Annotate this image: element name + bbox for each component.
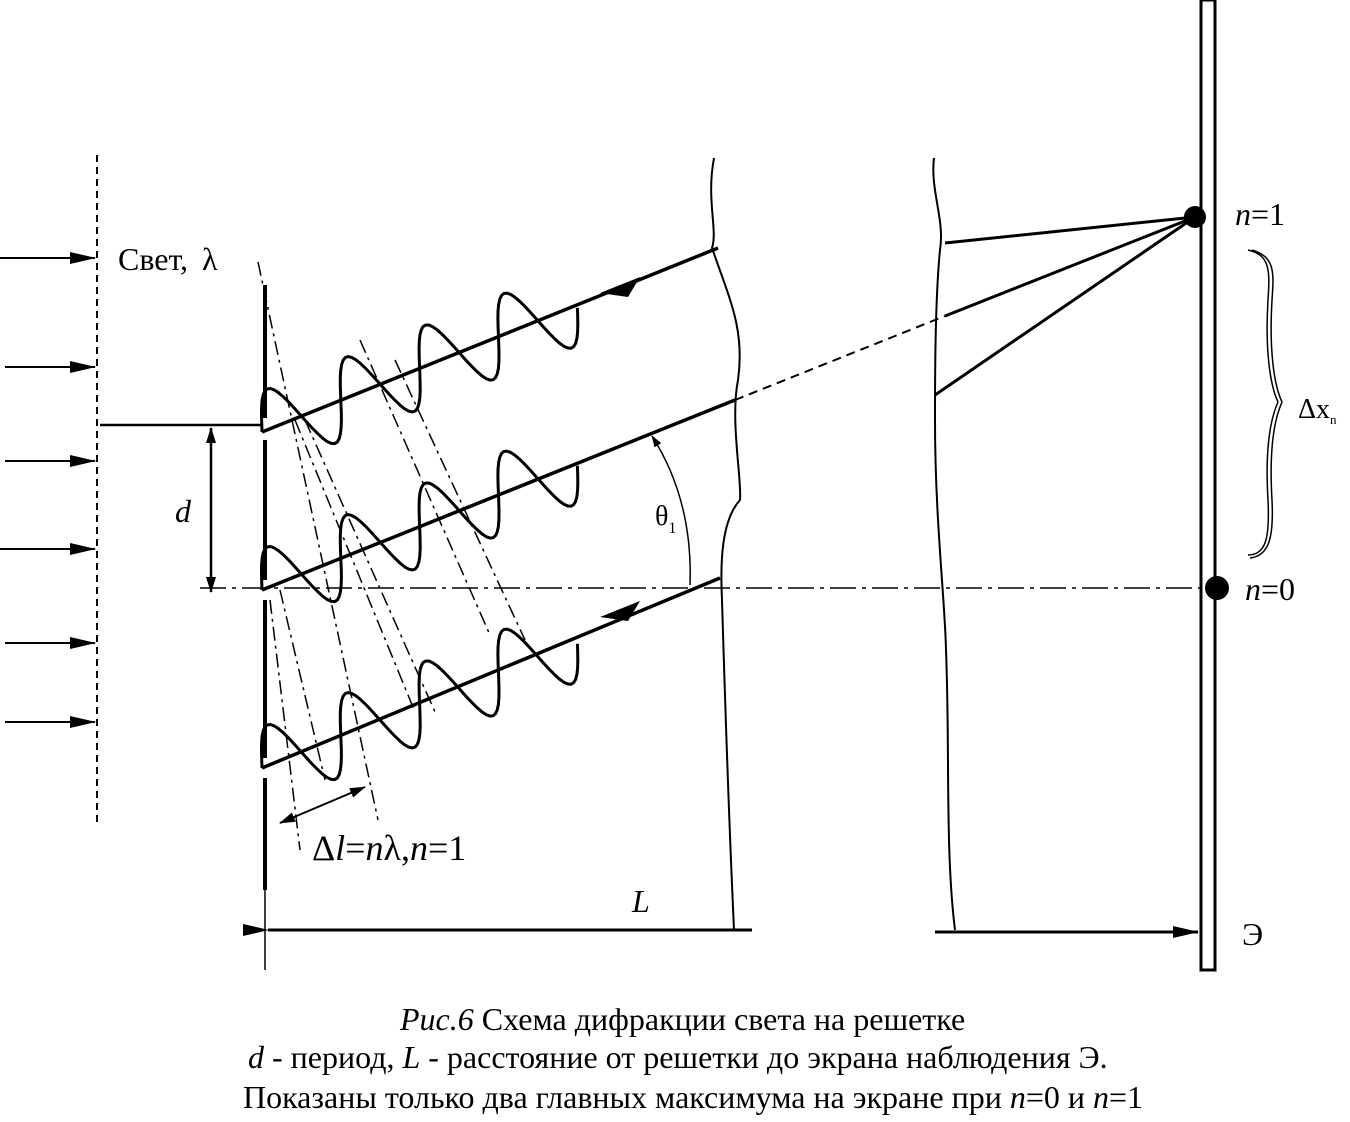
dx: Δx [1298,394,1330,425]
caption-part: d [248,1039,265,1075]
light: Свет, [118,241,188,277]
theta: θ [655,501,668,532]
caption-part: - период, [272,1039,394,1075]
ray-arrows [600,277,640,621]
dl-arrow [279,786,366,824]
pd: n [365,828,383,868]
pd: Δ [312,828,335,868]
pd: n [410,828,428,868]
caption-part: Рис.6 [399,1001,474,1037]
caption-part: n [1093,1079,1109,1115]
pd: =1 [428,828,466,868]
n1-label: n=1 [1235,196,1285,232]
n: n [1235,196,1251,232]
d-label: d [175,493,192,529]
L-label: L [631,883,650,919]
layout [0,0,1283,972]
caption-line: Рис.6 Схема дифракции света на решетке [399,1001,965,1037]
max-1 [1184,206,1206,228]
lens-right [932,157,956,931]
screen [1199,0,1217,972]
n0-label: n=0 [1245,571,1295,607]
pd: = [345,828,365,868]
caption-line: d- период, L - расстояние от решетки до эк… [248,1039,1108,1075]
eq: =1 [1251,196,1285,232]
waves [259,291,580,782]
theta-sub: 1 [668,520,676,537]
caption-part: Показаны только два главных максимума на… [243,1079,1002,1115]
eq: =0 [1261,571,1295,607]
caption-part: L [401,1039,420,1075]
incident-arrows [0,252,96,728]
dx-label: Δxn [1298,394,1337,427]
ray-extension [734,315,946,401]
path-diff: Δl=nλ,n=1 [312,828,466,868]
caption-part: Схема дифракции света на решетке [482,1001,965,1037]
lens-left [710,157,742,931]
dx-sub: n [1330,412,1337,427]
brace [1247,249,1283,559]
n: n [1245,571,1261,607]
caption: Рис.6 Схема дифракции света на решетке d-… [243,1001,1143,1115]
theta-label: θ1 [655,501,676,537]
caption-line: Показаны только два главных максимума на… [243,1079,1143,1115]
caption-part: n [1010,1079,1026,1115]
caption-part: - расстояние от решетки до экрана наблюд… [428,1039,1107,1075]
screen-label: Э [1242,916,1263,952]
lambda: λ [202,241,218,277]
converging-rays [934,215,1196,397]
caption-part: =1 [1109,1079,1143,1115]
pd: l [335,828,345,868]
light-label: Свет, λ [118,241,218,277]
max-0 [1205,576,1229,600]
pd: λ, [383,828,409,868]
theta-arc [651,435,691,586]
labels: Свет, λ d θ1 Δl=nλ,n=1 L n=1 n=0 Δxn Э [118,196,1337,952]
caption-part: =0 и [1026,1079,1085,1115]
